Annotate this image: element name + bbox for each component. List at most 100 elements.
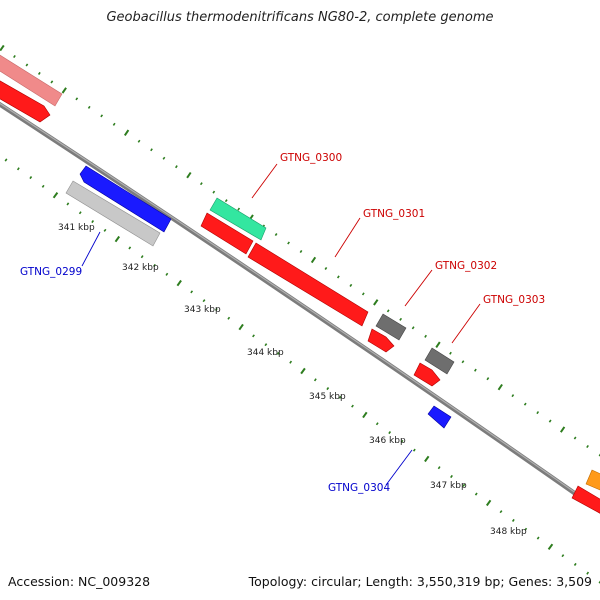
inner-tick (41, 184, 45, 188)
inner-tick (561, 554, 565, 558)
outer-tick (449, 351, 452, 355)
gene-feature-gtng-0299[interactable] (65, 180, 161, 247)
gene-feature-red-small-a[interactable] (367, 328, 395, 353)
inner-tick (252, 334, 255, 338)
outer-tick (474, 368, 477, 372)
inner-tick (214, 307, 218, 311)
kbp-label: 341 kbp (58, 223, 95, 233)
inner-tick (114, 235, 121, 243)
inner-tick (388, 431, 392, 435)
inner-tick (91, 220, 95, 224)
outer-tick (224, 199, 228, 203)
outer-tick (573, 436, 577, 440)
outer-tick-track (0, 44, 600, 457)
outer-tick (424, 334, 427, 338)
inner-tick (375, 422, 379, 426)
outer-tick (411, 326, 415, 330)
outer-tick (61, 87, 67, 94)
gene-feature-red-partial-b[interactable] (571, 485, 600, 516)
inner-tick (338, 395, 342, 399)
outer-tick (399, 317, 403, 321)
map-title: Geobacillus thermodenitrificans NG80-2, … (106, 10, 494, 25)
outer-tick (13, 54, 16, 59)
outer-tick (548, 419, 552, 423)
gene-label-gtng-0300[interactable]: GTNG_0300 (280, 152, 342, 164)
outer-tick (386, 309, 390, 313)
outer-tick (299, 249, 303, 254)
genome-backbone (0, 101, 600, 514)
outer-tick (511, 394, 515, 398)
outer-tick (162, 156, 166, 160)
gene-feature-pink[interactable] (0, 52, 63, 107)
inner-tick (202, 299, 206, 303)
gene-label-gtng-0301[interactable]: GTNG_0301 (363, 208, 425, 220)
kbp-label: 346 kbp (369, 436, 406, 446)
outer-tick (25, 63, 29, 67)
gene-feature-gtng-0303[interactable] (424, 347, 455, 375)
outer-tick (310, 256, 317, 264)
leader-gtng-0302 (404, 269, 433, 307)
outer-tick (137, 139, 141, 143)
inner-tick (4, 158, 8, 162)
gene-label-gtng-0299[interactable]: GTNG_0299 (20, 266, 82, 278)
outer-tick (361, 292, 365, 296)
outer-tick (287, 241, 290, 245)
outer-tick (523, 402, 527, 406)
inner-tick (176, 279, 182, 287)
reverse-strand-genes (65, 165, 452, 429)
gene-feature-orange-partial[interactable] (585, 469, 600, 492)
inner-tick (524, 527, 528, 531)
outer-tick (87, 105, 91, 109)
gene-feature-gtng-0301a[interactable] (200, 212, 254, 255)
outer-tick (150, 148, 153, 152)
accession-text: Accession: NC_009328 (8, 574, 151, 589)
outer-tick (0, 44, 5, 52)
inner-tick (462, 483, 466, 487)
gene-feature-gtng-0300[interactable] (209, 197, 267, 241)
inner-tick (16, 167, 20, 171)
inner-tick (412, 448, 416, 452)
inner-tick (326, 387, 330, 391)
genome-backbone-highlight (0, 102, 600, 511)
gene-label-gtng-0302[interactable]: GTNG_0302 (435, 260, 497, 272)
inner-tick (362, 411, 368, 419)
gene-label-gtng-0303[interactable]: GTNG_0303 (483, 294, 545, 306)
inner-tick (598, 580, 600, 584)
outer-tick (349, 283, 353, 287)
gene-feature-gtng-0301[interactable] (247, 242, 369, 327)
inner-tick (276, 351, 280, 355)
kbp-label: 344 kbp (247, 348, 284, 358)
outer-tick (497, 383, 503, 391)
outer-tick (186, 171, 192, 179)
outer-tick (123, 129, 130, 136)
outer-tick (37, 71, 41, 75)
gene-feature-red-small-b[interactable] (413, 362, 441, 387)
inner-tick (190, 290, 194, 294)
kbp-label: 345 kbp (309, 392, 346, 402)
outer-tick (461, 360, 465, 364)
inner-tick (128, 246, 132, 250)
inner-tick (499, 510, 503, 514)
inner-tick (573, 562, 577, 566)
gene-feature-red-partial[interactable] (0, 78, 51, 123)
inner-tick (238, 323, 244, 331)
inner-tick (78, 211, 82, 215)
kbp-label: 342 kbp (122, 263, 159, 273)
outer-tick (274, 233, 278, 237)
gene-feature-gtng-0304[interactable] (427, 405, 452, 429)
inner-tick (586, 571, 590, 575)
inner-tick (165, 272, 169, 276)
inner-tick (424, 455, 430, 463)
kbp-label: 343 kbp (184, 305, 221, 315)
outer-tick (586, 444, 589, 449)
leader-gtng-0299 (81, 231, 101, 267)
inner-tick (474, 492, 478, 496)
leader-gtng-0300 (251, 163, 278, 199)
gene-label-gtng-0304[interactable]: GTNG_0304 (328, 482, 390, 494)
gene-feature-blue-upper[interactable] (79, 165, 172, 233)
outer-tick (336, 275, 340, 279)
leader-gtng-0303 (451, 303, 481, 344)
gene-feature-gtng-0302[interactable] (375, 313, 407, 341)
kbp-label: 347 kbp (430, 481, 467, 491)
